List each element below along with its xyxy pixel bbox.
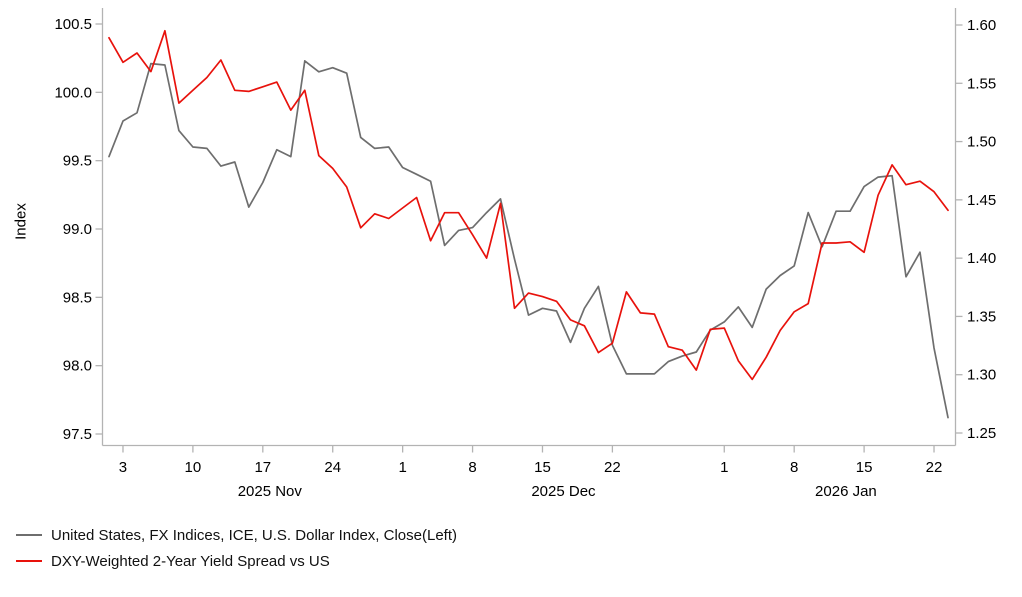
right-axis-tick-label: 1.30 (967, 367, 996, 384)
left-axis-tick-label: 98.5 (63, 289, 92, 306)
x-axis-day-tick-label: 22 (604, 459, 621, 476)
x-axis-day-tick-label: 1 (398, 459, 406, 476)
right-axis-tick-label: 1.25 (967, 425, 996, 442)
x-axis: 3 10 17 24 1 8 15 22 1 8 15 22 2025 Nov 2025 Dec 2026 … (119, 445, 943, 500)
right-axis-tick-label: 1.35 (967, 308, 996, 325)
legend-label-usd-index: United States, FX Indices, ICE, U.S. Dol… (51, 526, 457, 544)
left-axis-tick-label: 98.0 (63, 358, 92, 375)
left-axis-tick-label: 99.0 (63, 221, 92, 238)
chart-plot-area: 100.5100.099.599.098.598.097.51.601.551.… (54, 8, 996, 500)
x-axis-day-tick-label: 8 (790, 459, 798, 476)
left-axis: 100.5 100.0 99.5 99.0 98.5 98.0 97.5 (54, 16, 103, 443)
x-axis-day-tick-label: 10 (185, 459, 202, 476)
x-axis-month-label: 2025 Dec (531, 483, 596, 500)
left-axis-tick-label: 99.5 (63, 153, 92, 170)
left-axis-title: Index (12, 203, 30, 240)
x-axis-month-label: 2025 Nov (238, 483, 303, 500)
legend: United States, FX Indices, ICE, U.S. Dol… (16, 525, 457, 571)
legend-label-yield-spread: DXY-Weighted 2-Year Yield Spread vs US (51, 552, 330, 570)
x-axis-day-tick-label: 15 (856, 459, 873, 476)
right-axis-tick-label: 1.45 (967, 192, 996, 209)
right-axis-tick-label: 1.40 (967, 250, 996, 267)
right-axis: 1.60 1.55 1.50 1.45 1.40 1.35 1.30 1.25 (955, 17, 996, 442)
x-axis-month-label: 2026 Jan (815, 483, 877, 500)
legend-item-yield-spread: DXY-Weighted 2-Year Yield Spread vs US (16, 551, 457, 571)
x-axis-day-tick-label: 24 (324, 459, 341, 476)
right-axis-tick-label: 1.60 (967, 17, 996, 34)
right-axis-tick-label: 1.50 (967, 134, 996, 151)
x-axis-day-tick-label: 8 (468, 459, 476, 476)
left-axis-tick-label: 100.0 (54, 84, 92, 101)
x-axis-day-tick-label: 3 (119, 459, 127, 476)
x-axis-day-tick-label: 15 (534, 459, 551, 476)
legend-item-usd-index: United States, FX Indices, ICE, U.S. Dol… (16, 525, 457, 545)
left-axis-tick-label: 100.5 (54, 16, 92, 33)
x-axis-day-tick-label: 1 (720, 459, 728, 476)
right-axis-tick-label: 1.55 (967, 75, 996, 92)
series-line-0 (108, 60, 949, 419)
legend-line-swatch-gray (16, 534, 42, 536)
series-line-1 (108, 29, 949, 381)
legend-line-swatch-red (16, 560, 42, 562)
x-axis-day-tick-label: 22 (926, 459, 943, 476)
axes (101, 8, 957, 447)
left-axis-tick-label: 97.5 (63, 426, 92, 443)
x-axis-day-tick-label: 17 (254, 459, 271, 476)
